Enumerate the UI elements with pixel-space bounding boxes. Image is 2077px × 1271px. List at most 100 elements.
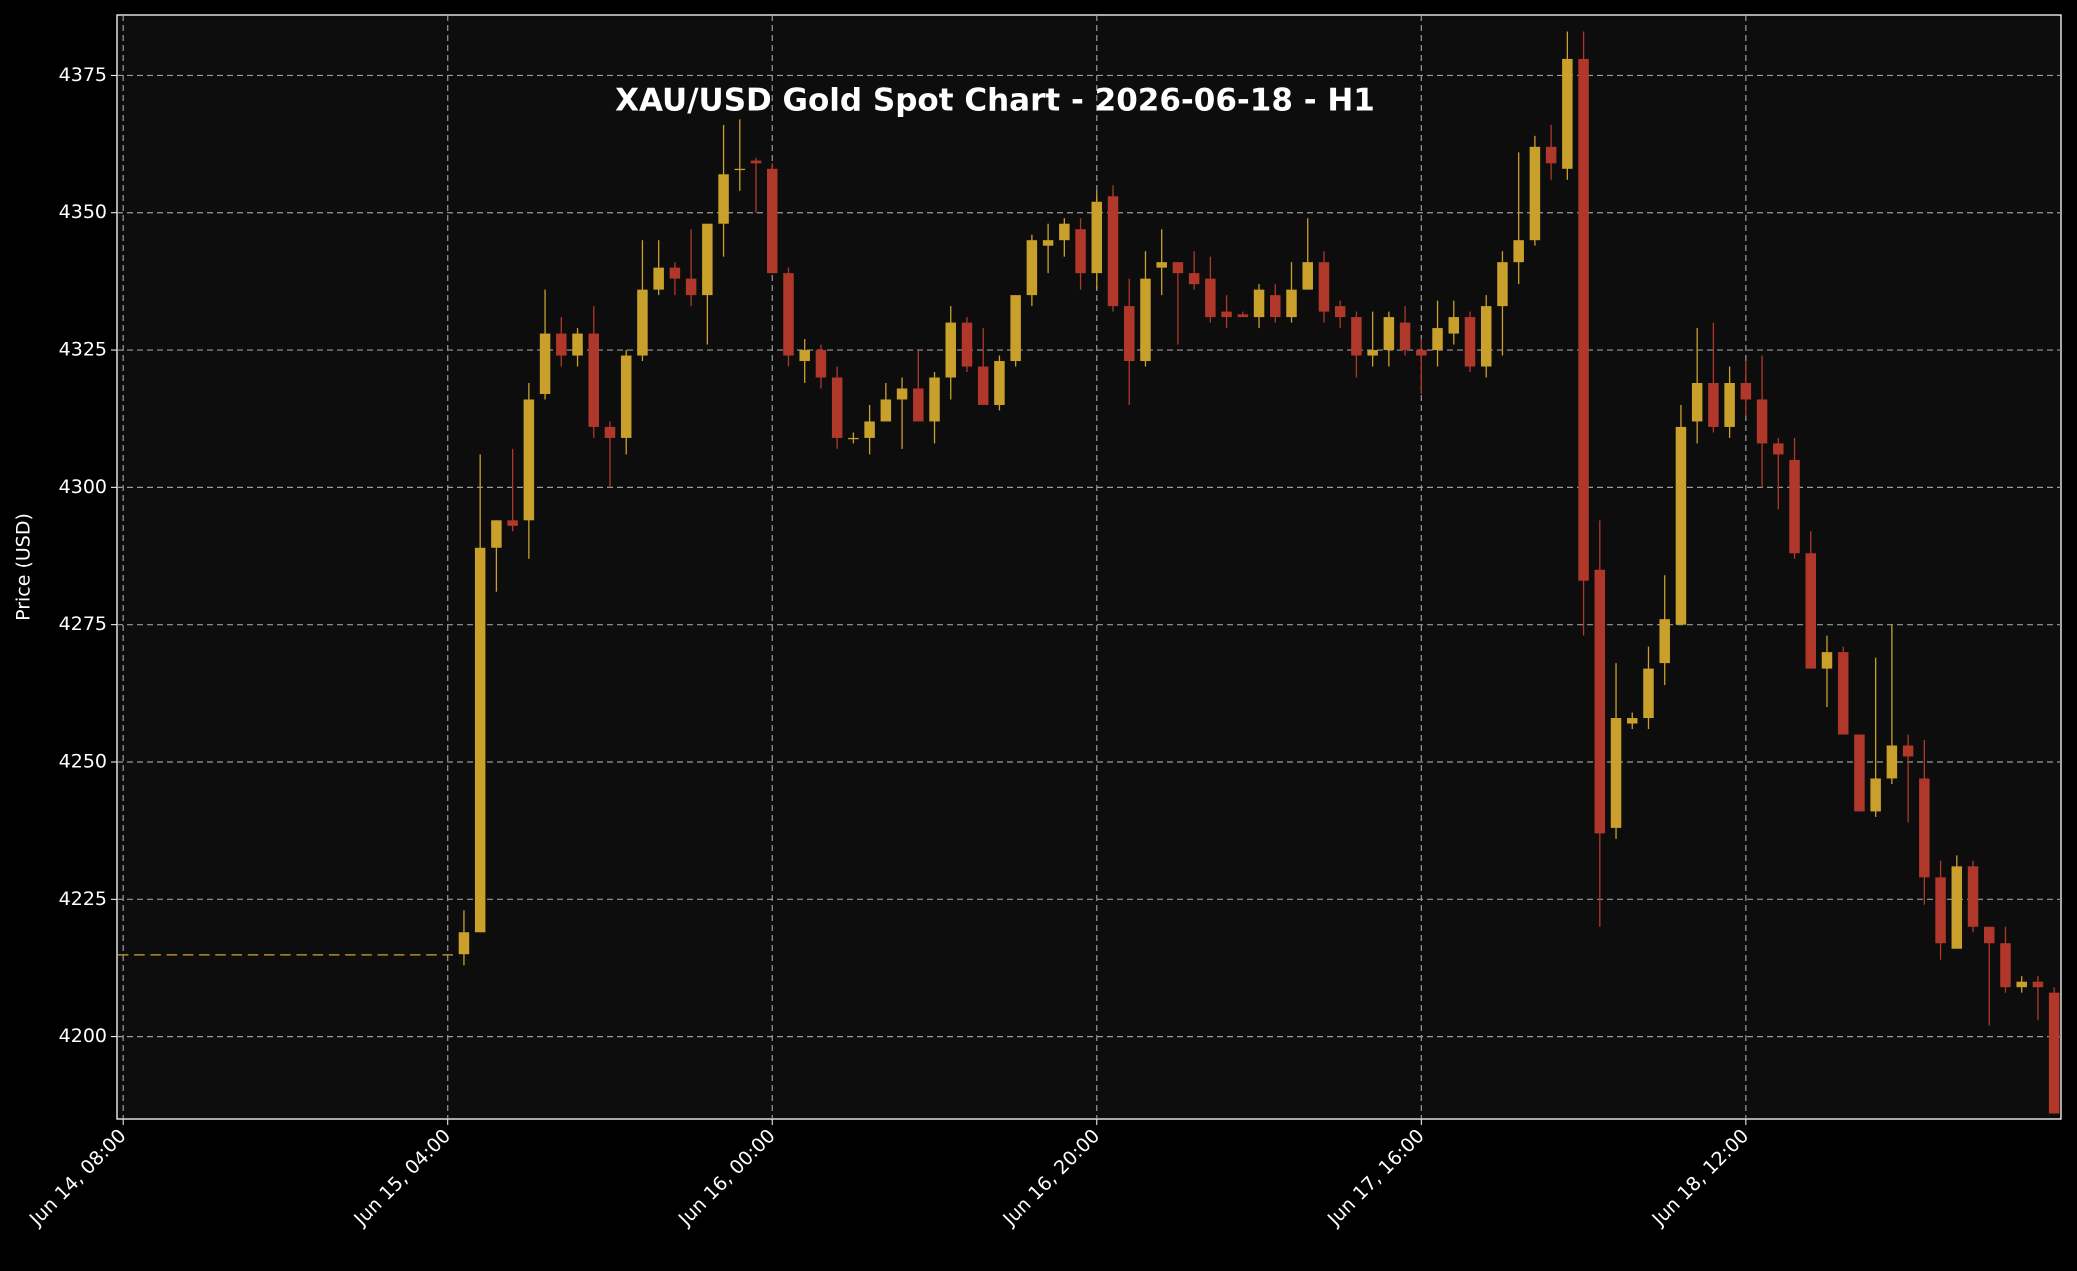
candle-body — [977, 366, 989, 405]
candle-body — [669, 267, 681, 279]
chart-title: XAU/USD Gold Spot Chart - 2026-06-18 - H… — [615, 83, 1375, 119]
candle-body — [880, 399, 892, 422]
candle-body — [1188, 273, 1200, 285]
candle-body — [1951, 866, 1963, 949]
y-tick-label: 4375 — [59, 64, 107, 86]
candle-body — [1075, 229, 1086, 274]
candle-body — [1691, 383, 1703, 422]
candle-body — [1594, 569, 1606, 834]
candle-body — [1659, 619, 1670, 664]
candle-body — [1756, 399, 1768, 444]
candle-body — [491, 520, 502, 548]
candle-body — [458, 932, 470, 955]
y-tick-label: 4325 — [59, 339, 107, 361]
candle-body — [1627, 718, 1638, 724]
candle-body — [1091, 201, 1103, 274]
candle-body — [750, 160, 762, 164]
candle-body — [1221, 311, 1232, 318]
candle-body — [799, 350, 810, 362]
candle-body — [1513, 240, 1524, 263]
y-tick-label: 4350 — [59, 201, 107, 223]
candle-body — [442, 954, 453, 956]
candle-body — [556, 333, 567, 356]
marks — [117, 15, 2061, 1119]
candle-body — [523, 399, 535, 521]
y-tick-label: 4200 — [59, 1025, 107, 1047]
plot-area — [116, 14, 2062, 1120]
candle-body — [1270, 295, 1281, 318]
candle-body — [1351, 317, 1362, 356]
candle-body — [134, 954, 145, 956]
candle-body — [767, 168, 778, 274]
candle-body — [734, 168, 746, 171]
candle-body — [1480, 306, 1492, 367]
candle-body — [1967, 866, 1979, 927]
candle-body — [2032, 981, 2044, 988]
candle-body — [1286, 289, 1297, 318]
candle-body — [929, 377, 940, 422]
candle-body — [1383, 317, 1395, 351]
candle-body — [312, 954, 324, 956]
candle-body — [166, 954, 178, 956]
candle-body — [1805, 553, 1817, 669]
y-tick-label: 4300 — [59, 476, 107, 498]
candle-body — [1302, 262, 1313, 290]
candle-body — [263, 954, 275, 956]
candle-body — [1708, 383, 1719, 427]
candle-body — [280, 954, 291, 956]
candle-body — [637, 289, 648, 356]
candle-body — [572, 333, 583, 356]
candle-body — [1773, 443, 1784, 455]
y-axis-label: Price (USD) — [13, 513, 35, 621]
candle-body — [1123, 306, 1135, 362]
candle-body — [1156, 262, 1167, 268]
candle-body — [393, 954, 405, 956]
candle-body — [1562, 58, 1573, 169]
candle-body — [1675, 426, 1687, 625]
candle-body — [426, 954, 437, 956]
candle-body — [653, 267, 664, 290]
candle-body — [1059, 223, 1070, 241]
candle-body — [994, 361, 1005, 405]
candle-body — [620, 355, 632, 438]
candle-body — [848, 437, 859, 440]
candle-body — [945, 322, 956, 378]
candle-body — [913, 388, 924, 422]
candle-body — [1318, 262, 1330, 312]
candle-body — [1448, 317, 1460, 334]
candle-body — [1870, 778, 1881, 812]
candle-body — [1854, 734, 1865, 812]
candle-body — [1497, 262, 1508, 307]
candle-body — [1205, 278, 1216, 318]
candle-body — [1334, 306, 1346, 318]
candle-body — [539, 333, 551, 394]
candle-body — [361, 954, 372, 956]
candle-body — [1610, 718, 1622, 828]
candle-body — [1902, 745, 1914, 757]
candle-body — [2048, 992, 2060, 1114]
candle-body — [377, 954, 389, 956]
candle-body — [685, 278, 697, 296]
candle-body — [1399, 322, 1411, 351]
candle-body — [1432, 328, 1443, 351]
candle-body — [1821, 652, 1833, 669]
candle-body — [1172, 262, 1184, 274]
candle-body — [1837, 652, 1849, 735]
y-tick-label: 4225 — [59, 888, 107, 910]
candle-body — [702, 223, 713, 296]
candle-body — [1042, 240, 1054, 246]
y-tick-label: 4275 — [59, 613, 107, 635]
candle-body — [1578, 58, 1589, 581]
candle-body — [1643, 668, 1654, 719]
candle-body — [247, 954, 259, 956]
candle-body — [1026, 240, 1038, 296]
candle-body — [1724, 383, 1735, 427]
candle-body — [231, 954, 243, 956]
y-tick-label: 4250 — [59, 750, 107, 772]
candle-body — [328, 954, 340, 956]
candle-body — [1935, 877, 1946, 944]
candle-body — [182, 954, 194, 956]
candle-body — [815, 350, 827, 378]
candle-body — [345, 954, 356, 956]
